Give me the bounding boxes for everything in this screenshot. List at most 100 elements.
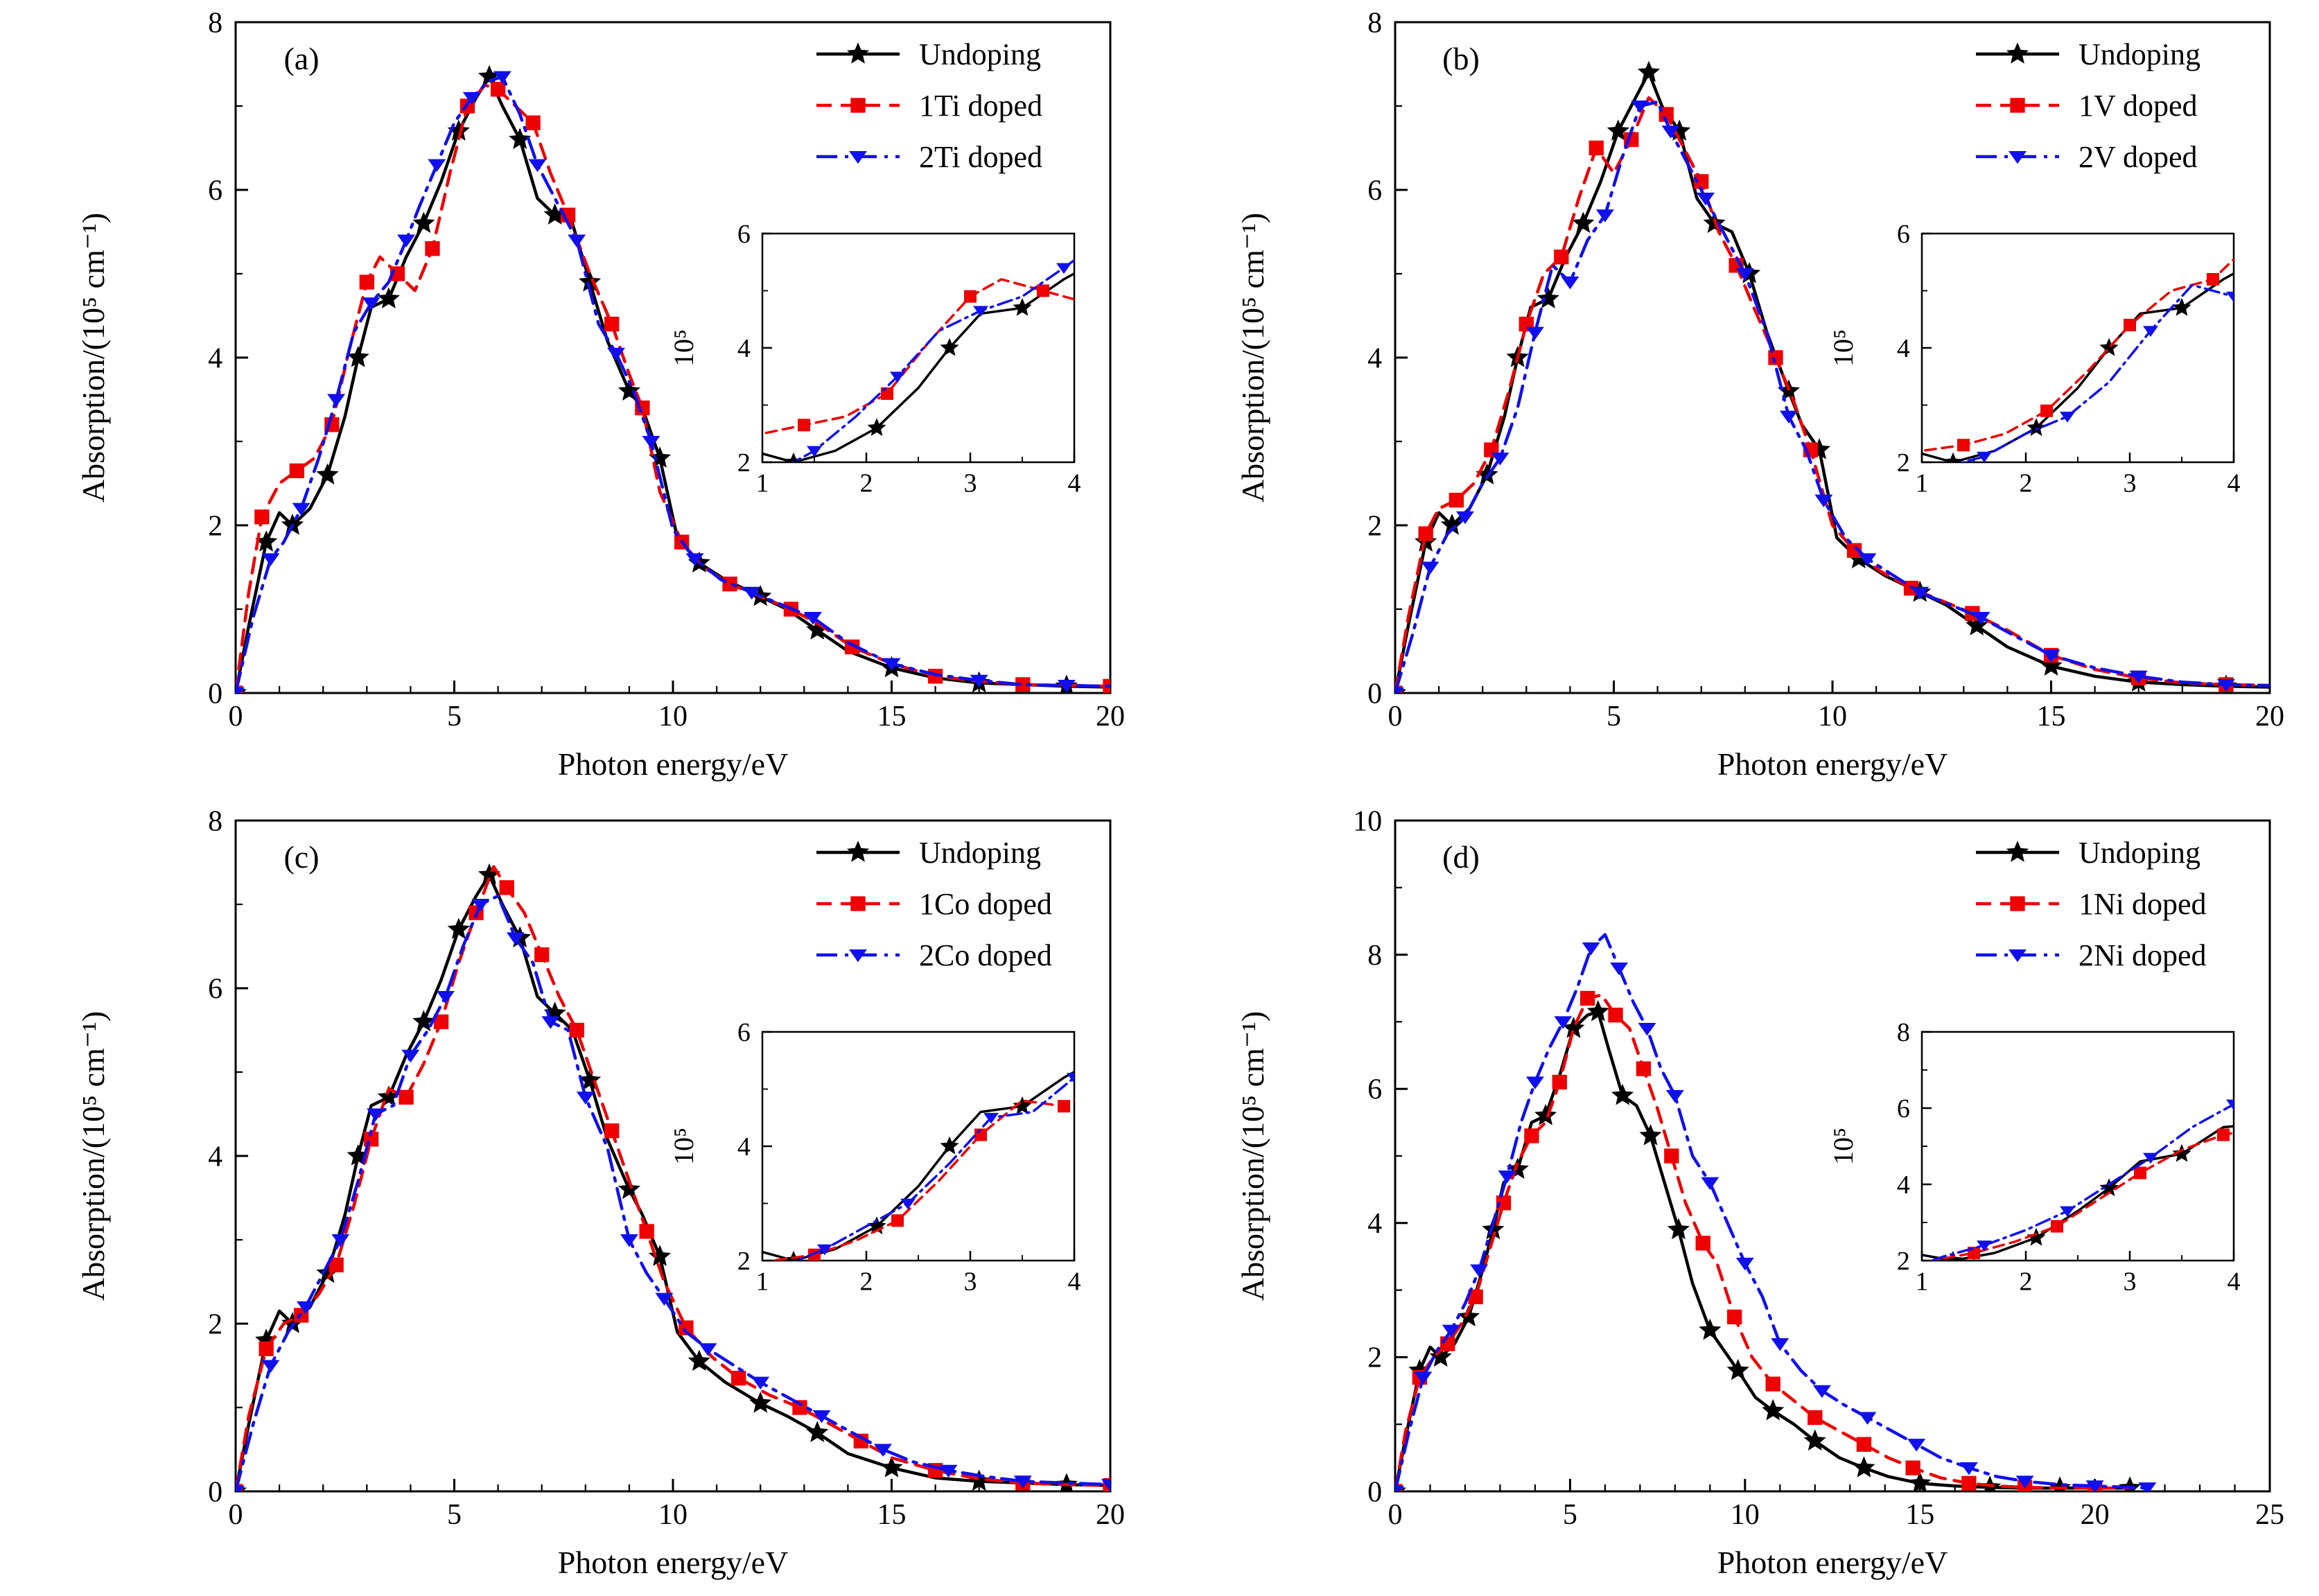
svg-text:4: 4 (1367, 1208, 1382, 1240)
panel-d: 0 5 10 15 20 25 0 2 4 6 8 10 Photon energy/eV Absorpt… (1160, 798, 2319, 1596)
svg-text:2: 2 (860, 469, 873, 498)
svg-text:10: 10 (1353, 805, 1382, 837)
svg-text:1: 1 (1916, 1268, 1929, 1297)
svg-text:1: 1 (1916, 469, 1929, 498)
legend-label: 1Ni doped (2079, 887, 2207, 921)
x-axis-label: Photon energy/eV (558, 1545, 789, 1580)
svg-text:10: 10 (658, 1499, 688, 1531)
svg-text:8: 8 (1367, 940, 1382, 972)
svg-text:25: 25 (2255, 1499, 2284, 1531)
inset-y-axis-label: 10⁵ (668, 1128, 699, 1165)
svg-text:5: 5 (1563, 1499, 1577, 1531)
legend-label: 2V doped (2079, 140, 2198, 174)
svg-text:4: 4 (1068, 469, 1081, 498)
svg-text:6: 6 (1367, 175, 1382, 207)
svg-text:20: 20 (1096, 1499, 1125, 1531)
svg-text:0: 0 (229, 701, 243, 733)
svg-text:2: 2 (737, 1247, 751, 1276)
svg-text:0: 0 (229, 1499, 243, 1531)
svg-text:4: 4 (208, 342, 222, 374)
y-axis-label: Absorption/(10⁵ cm⁻¹) (76, 213, 111, 502)
svg-text:8: 8 (208, 805, 222, 837)
svg-text:2: 2 (208, 1308, 222, 1340)
panel-a: 0 5 10 15 20 0 2 4 6 8 Photon energy/eV Absorption/… (0, 0, 1160, 798)
svg-text:6: 6 (737, 1018, 751, 1047)
svg-text:3: 3 (964, 469, 977, 498)
chart-d: 0 5 10 15 20 25 0 2 4 6 8 10 Photon energy/eV Absorpt… (1235, 805, 2284, 1580)
y-axis-label: Absorption/(10⁵ cm⁻¹) (1235, 213, 1270, 502)
svg-text:2: 2 (737, 448, 751, 477)
svg-text:2: 2 (2020, 1268, 2033, 1297)
svg-text:2: 2 (1897, 1247, 1910, 1276)
svg-text:4: 4 (1897, 334, 1910, 363)
svg-text:0: 0 (208, 1476, 222, 1508)
chart-c: 0 5 10 15 20 0 2 4 6 8 Photon energy/eV Absorption/… (76, 805, 1125, 1580)
legend-label: Undoping (2079, 836, 2200, 870)
legend-label: 2Ni doped (2079, 938, 2207, 972)
svg-text:15: 15 (1905, 1499, 1934, 1531)
inset-y-axis-label: 10⁵ (1828, 1128, 1859, 1165)
svg-text:6: 6 (737, 220, 751, 249)
svg-text:2: 2 (208, 510, 222, 542)
svg-text:10: 10 (1731, 1499, 1760, 1531)
panel-tag: (b) (1442, 41, 1480, 76)
legend-label: 2Ti doped (919, 140, 1042, 174)
panel-tag: (c) (283, 839, 319, 875)
svg-text:4: 4 (737, 1132, 751, 1161)
svg-text:6: 6 (208, 175, 222, 207)
panel-tag: (d) (1442, 839, 1480, 875)
y-axis-label: Absorption/(10⁵ cm⁻¹) (76, 1011, 111, 1301)
svg-text:3: 3 (964, 1268, 977, 1297)
svg-text:8: 8 (208, 7, 222, 39)
svg-text:4: 4 (1068, 1268, 1081, 1297)
x-axis-label: Photon energy/eV (1717, 746, 1948, 782)
chart-b: 0 5 10 15 20 0 2 4 6 8 Photon energy/eV Absorption/… (1235, 7, 2284, 782)
svg-text:1: 1 (756, 1268, 769, 1297)
svg-text:3: 3 (2124, 469, 2137, 498)
svg-text:5: 5 (447, 1499, 462, 1531)
svg-text:2: 2 (1367, 510, 1382, 542)
svg-text:0: 0 (1367, 1476, 1382, 1508)
svg-text:10: 10 (1818, 701, 1847, 733)
svg-text:4: 4 (208, 1141, 222, 1173)
inset-y-axis-label: 10⁵ (1828, 329, 1859, 367)
svg-text:20: 20 (1096, 701, 1125, 733)
x-axis-label: Photon energy/eV (558, 746, 789, 782)
legend-label: 1Ti doped (919, 89, 1042, 123)
svg-text:4: 4 (2228, 1268, 2241, 1297)
svg-text:0: 0 (208, 678, 222, 710)
svg-text:6: 6 (1367, 1073, 1382, 1105)
legend-label: Undoping (2079, 37, 2200, 71)
panel-tag: (a) (283, 41, 319, 76)
svg-text:3: 3 (2124, 1268, 2137, 1297)
svg-text:6: 6 (1897, 1094, 1910, 1123)
svg-text:8: 8 (1367, 7, 1382, 39)
svg-text:15: 15 (877, 701, 907, 733)
svg-text:15: 15 (877, 1499, 907, 1531)
chart-a: 0 5 10 15 20 0 2 4 6 8 Photon energy/eV Absorption/… (76, 7, 1125, 782)
svg-text:10: 10 (658, 701, 688, 733)
svg-text:2: 2 (2020, 469, 2033, 498)
svg-text:0: 0 (1388, 701, 1403, 733)
svg-text:5: 5 (1607, 701, 1621, 733)
svg-text:4: 4 (737, 334, 751, 363)
svg-text:6: 6 (208, 973, 222, 1005)
svg-text:5: 5 (447, 701, 462, 733)
legend-label: 1Co doped (919, 887, 1052, 921)
svg-text:0: 0 (1388, 1499, 1403, 1531)
y-axis-label: Absorption/(10⁵ cm⁻¹) (1235, 1011, 1270, 1301)
svg-text:2: 2 (860, 1268, 873, 1297)
inset-y-axis-label: 10⁵ (668, 329, 699, 367)
legend-label: 1V doped (2079, 89, 2198, 123)
svg-text:2: 2 (1367, 1342, 1382, 1374)
svg-text:4: 4 (1897, 1170, 1910, 1200)
legend-label: Undoping (919, 37, 1041, 71)
svg-text:0: 0 (1367, 678, 1382, 710)
x-axis-label: Photon energy/eV (1717, 1545, 1948, 1580)
svg-text:8: 8 (1897, 1018, 1910, 1047)
svg-text:6: 6 (1897, 220, 1910, 249)
svg-text:4: 4 (1367, 342, 1382, 374)
svg-text:2: 2 (1897, 448, 1910, 477)
svg-text:4: 4 (2228, 469, 2241, 498)
